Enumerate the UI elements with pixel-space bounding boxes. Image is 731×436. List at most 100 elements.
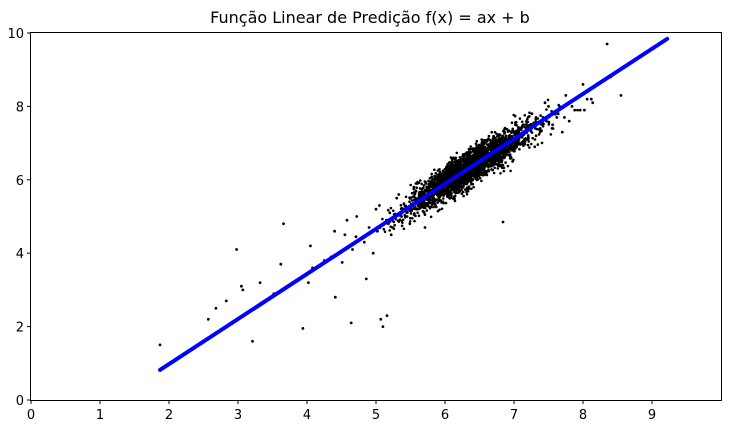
scatter-point bbox=[481, 174, 485, 177]
scatter-point bbox=[392, 209, 395, 213]
scatter-point bbox=[454, 187, 458, 191]
scatter-point bbox=[458, 156, 462, 159]
scatter-point bbox=[467, 147, 471, 151]
scatter-point bbox=[549, 133, 553, 136]
scatter-point bbox=[585, 97, 589, 101]
scatter-point bbox=[498, 139, 501, 143]
scatter-point bbox=[480, 179, 483, 183]
scatter-point bbox=[460, 192, 464, 195]
scatter-point bbox=[403, 213, 407, 217]
scatter-point bbox=[430, 198, 434, 202]
scatter-point bbox=[450, 158, 454, 162]
scatter-point bbox=[411, 217, 414, 220]
scatter-point bbox=[424, 181, 428, 185]
scatter-point bbox=[385, 314, 389, 317]
scatter-point bbox=[409, 183, 413, 187]
scatter-point bbox=[333, 229, 336, 233]
scatter-point bbox=[499, 172, 502, 175]
scatter-point bbox=[400, 215, 403, 218]
scatter-point bbox=[410, 191, 414, 195]
scatter-point bbox=[414, 189, 418, 193]
scatter-point bbox=[498, 143, 501, 146]
scatter-point bbox=[528, 146, 531, 149]
scatter-point bbox=[507, 129, 511, 133]
scatter-point bbox=[513, 149, 516, 153]
scatter-point bbox=[282, 222, 285, 226]
scatter-point bbox=[418, 207, 421, 211]
scatter-point bbox=[534, 134, 538, 138]
scatter-point bbox=[402, 202, 406, 206]
scatter-point bbox=[495, 153, 498, 156]
scatter-point bbox=[498, 137, 501, 141]
scatter-point bbox=[475, 146, 478, 150]
scatter-point bbox=[485, 173, 489, 177]
scatter-point bbox=[488, 145, 492, 148]
scatter-point bbox=[509, 154, 512, 158]
scatter-point bbox=[460, 165, 463, 169]
scatter-point bbox=[530, 142, 533, 146]
scatter-point bbox=[576, 108, 579, 112]
scatter-point bbox=[404, 195, 408, 199]
scatter-point bbox=[258, 281, 262, 284]
scatter-point bbox=[437, 192, 440, 195]
scatter-point bbox=[427, 200, 431, 204]
scatter-point bbox=[441, 191, 445, 194]
scatter-point bbox=[382, 227, 386, 231]
scatter-point bbox=[450, 166, 453, 170]
scatter-point bbox=[466, 180, 470, 184]
scatter-point bbox=[452, 190, 456, 194]
scatter-point bbox=[458, 189, 462, 192]
scatter-point bbox=[492, 155, 495, 159]
scatter-point bbox=[506, 164, 510, 168]
scatter-point bbox=[453, 169, 457, 172]
scatter-point bbox=[440, 178, 443, 182]
scatter-point bbox=[551, 123, 554, 127]
scatter-point bbox=[547, 121, 551, 124]
scatter-point bbox=[433, 198, 436, 201]
scatter-point bbox=[351, 248, 354, 251]
scatter-point bbox=[433, 200, 437, 203]
scatter-point bbox=[502, 169, 506, 173]
scatter-point bbox=[493, 146, 496, 149]
scatter-point bbox=[468, 162, 471, 165]
scatter-point bbox=[455, 151, 459, 155]
scatter-point bbox=[501, 156, 505, 160]
scatter-point bbox=[381, 325, 385, 328]
scatter-point bbox=[471, 175, 475, 178]
scatter-point bbox=[473, 154, 477, 158]
scatter-point bbox=[605, 42, 609, 46]
scatter-point bbox=[400, 206, 404, 210]
scatter-point bbox=[504, 134, 508, 138]
scatter-point bbox=[518, 143, 522, 146]
scatter-point bbox=[449, 189, 452, 193]
scatter-point bbox=[362, 240, 366, 244]
scatter-point bbox=[444, 166, 448, 170]
scatter-point bbox=[475, 173, 478, 177]
scatter-point bbox=[429, 195, 432, 199]
y-tick-label: 8 bbox=[16, 100, 24, 115]
scatter-point bbox=[480, 138, 484, 141]
scatter-point bbox=[432, 205, 435, 209]
scatter-point bbox=[496, 159, 499, 163]
scatter-point bbox=[493, 141, 496, 145]
scatter-point bbox=[364, 277, 368, 281]
scatter-point bbox=[464, 173, 468, 177]
scatter-point bbox=[240, 284, 243, 288]
scatter-point bbox=[470, 187, 473, 191]
scatter-point bbox=[452, 195, 456, 198]
scatter-point bbox=[460, 186, 464, 190]
scatter-point bbox=[467, 154, 471, 157]
scatter-point bbox=[472, 147, 476, 151]
scatter-point bbox=[476, 153, 479, 157]
scatter-point bbox=[476, 165, 480, 169]
scatter-point bbox=[413, 192, 417, 195]
scatter-point bbox=[589, 97, 593, 101]
scatter-point bbox=[430, 175, 434, 178]
scatter-point bbox=[473, 166, 477, 170]
scatter-point bbox=[470, 182, 473, 186]
scatter-point bbox=[465, 151, 469, 154]
scatter-point bbox=[521, 125, 524, 128]
scatter-point bbox=[471, 149, 475, 153]
scatter-point bbox=[501, 163, 505, 167]
scatter-point bbox=[490, 130, 494, 134]
